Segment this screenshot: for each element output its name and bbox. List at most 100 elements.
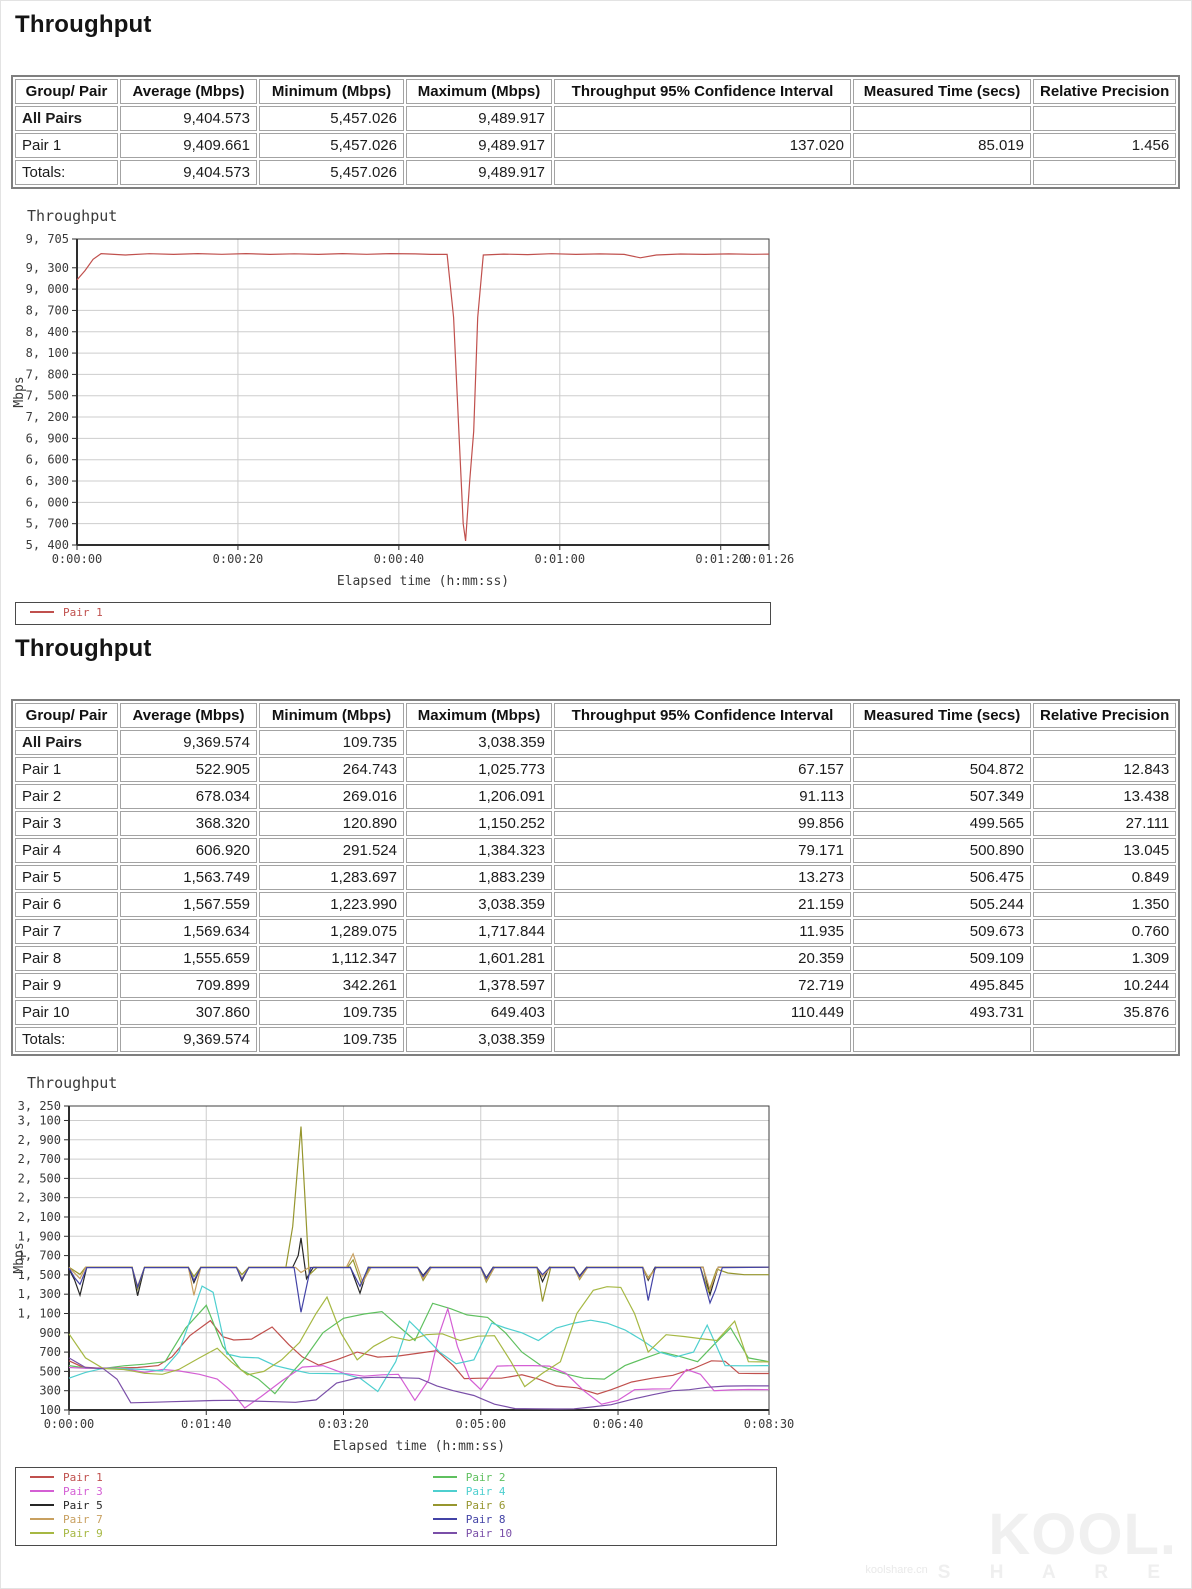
table-cell: 368.320 <box>120 811 257 836</box>
table-cell: 504.872 <box>853 757 1031 782</box>
table-cell: 1,563.749 <box>120 865 257 890</box>
table-cell: Pair 7 <box>15 919 118 944</box>
table-cell: 72.719 <box>554 973 851 998</box>
table-cell: 495.845 <box>853 973 1031 998</box>
table-cell: 509.673 <box>853 919 1031 944</box>
table-cell: 342.261 <box>259 973 404 998</box>
table-row: Pair 9 709.899 342.261 1,378.597 72.719 495.8… <box>15 973 1177 998</box>
chart-title-2: Throughput <box>27 1074 118 1092</box>
table-cell: 1,569.634 <box>120 919 257 944</box>
table-cell <box>1033 106 1177 131</box>
series-line <box>76 252 770 541</box>
table-cell: 0.760 <box>1033 919 1177 944</box>
table-row: Pair 1 9,409.661 5,457.026 9,489.917 137.020… <box>15 133 1177 158</box>
table-header-row: Group/ Pair Average (Mbps) Minimum (Mbps) M… <box>15 79 1177 104</box>
table-cell: Pair 10 <box>15 1000 118 1025</box>
table-row: Pair 1 522.905 264.743 1,025.773 67.157 504.8… <box>15 757 1177 782</box>
legend-line-swatch <box>30 1531 54 1534</box>
legend-entry: Pair 2 <box>419 1471 776 1485</box>
table-cell: 709.899 <box>120 973 257 998</box>
legend-line-swatch <box>432 1503 457 1506</box>
table-row: Pair 10 307.860 109.735 649.403 110.449 493.7… <box>15 1000 1177 1025</box>
table-cell: 307.860 <box>120 1000 257 1025</box>
table-cell <box>1033 1027 1177 1052</box>
legend-label: Pair 4 <box>465 1485 506 1498</box>
table-cell: 9,369.574 <box>120 1027 257 1052</box>
table-cell: 79.171 <box>554 838 851 863</box>
column-header: Maximum (Mbps) <box>406 79 552 104</box>
table-cell: 10.244 <box>1033 973 1177 998</box>
column-header: Throughput 95% Confidence Interval <box>554 79 851 104</box>
table-row: Pair 2 678.034 269.016 1,206.091 91.113 507.3… <box>15 784 1177 809</box>
table-cell: 0.849 <box>1033 865 1177 890</box>
svg-text:0:01:40: 0:01:40 <box>181 1417 232 1431</box>
table-cell: 1.309 <box>1033 946 1177 971</box>
svg-text:0:08:30: 0:08:30 <box>744 1417 795 1431</box>
table-cell: 9,404.573 <box>120 160 257 185</box>
svg-text:9, 000: 9, 000 <box>26 282 69 296</box>
table-cell: 9,409.661 <box>120 133 257 158</box>
table-row: Pair 3 368.320 120.890 1,150.252 99.856 499.5… <box>15 811 1177 836</box>
table-cell: 1,883.239 <box>406 865 552 890</box>
legend-line-swatch <box>432 1531 457 1534</box>
svg-text:6, 900: 6, 900 <box>26 431 69 445</box>
table-cell: 1,601.281 <box>406 946 552 971</box>
table-row: All Pairs 9,404.573 5,457.026 9,489.917 <box>15 106 1177 131</box>
table-cell <box>853 106 1031 131</box>
svg-text:1, 100: 1, 100 <box>18 1306 61 1320</box>
watermark-url-text: koolshare.cn <box>865 1564 928 1576</box>
legend-entry: Pair 10 <box>419 1527 776 1541</box>
legend-label: Pair 1 <box>63 606 103 619</box>
table-cell: 20.359 <box>554 946 851 971</box>
table-cell: 522.905 <box>120 757 257 782</box>
section-heading-2: Throughput <box>15 635 152 662</box>
table-cell: 678.034 <box>120 784 257 809</box>
legend-label: Pair 1 <box>63 1471 103 1484</box>
table-row: Pair 6 1,567.559 1,223.990 3,038.359 21.159 5… <box>15 892 1177 917</box>
svg-text:0:00:20: 0:00:20 <box>213 552 264 566</box>
table-cell: 291.524 <box>259 838 404 863</box>
table-cell: 9,404.573 <box>120 106 257 131</box>
table-cell: 67.157 <box>554 757 851 782</box>
series-line <box>68 1306 770 1409</box>
table-cell: 13.045 <box>1033 838 1177 863</box>
table-cell: 21.159 <box>554 892 851 917</box>
table-cell: 649.403 <box>406 1000 552 1025</box>
svg-text:7, 200: 7, 200 <box>26 410 69 424</box>
table-cell: 109.735 <box>259 1027 404 1052</box>
column-header: Group/ Pair <box>15 79 118 104</box>
series-line <box>68 1319 769 1395</box>
table-cell: 35.876 <box>1033 1000 1177 1025</box>
svg-text:2, 100: 2, 100 <box>18 1210 61 1224</box>
table-cell: 506.475 <box>853 865 1031 890</box>
table-cell: 493.731 <box>853 1000 1031 1025</box>
table-cell: 1,283.697 <box>259 865 404 890</box>
table-cell: All Pairs <box>15 106 118 131</box>
table-cell: 509.109 <box>853 946 1031 971</box>
table-cell: 5,457.026 <box>259 106 404 131</box>
svg-text:7, 500: 7, 500 <box>26 389 69 403</box>
table-cell <box>1033 160 1177 185</box>
table-cell: 5,457.026 <box>259 160 404 185</box>
table-cell: 110.449 <box>554 1000 851 1025</box>
svg-text:Elapsed time (h:mm:ss): Elapsed time (h:mm:ss) <box>333 1439 505 1454</box>
legend-entry: Pair 6 <box>419 1499 776 1513</box>
legend-label: Pair 2 <box>465 1471 506 1484</box>
table-cell: 137.020 <box>554 133 851 158</box>
table-row: Totals: 9,369.574 109.735 3,038.359 <box>15 1027 1177 1052</box>
legend-label: Pair 5 <box>63 1499 103 1512</box>
svg-text:0:03:20: 0:03:20 <box>318 1417 369 1431</box>
legend-line-swatch <box>30 1517 54 1520</box>
legend-line-swatch <box>432 1489 457 1492</box>
table-cell: 269.016 <box>259 784 404 809</box>
table-cell: 91.113 <box>554 784 851 809</box>
series-line <box>68 1302 770 1395</box>
table-cell: 5,457.026 <box>259 133 404 158</box>
table-cell: 606.920 <box>120 838 257 863</box>
svg-text:Mbps: Mbps <box>12 1242 27 1273</box>
table-cell: All Pairs <box>15 730 118 755</box>
table-cell <box>554 160 851 185</box>
table-cell: 3,038.359 <box>406 730 552 755</box>
svg-text:7, 800: 7, 800 <box>26 367 69 381</box>
